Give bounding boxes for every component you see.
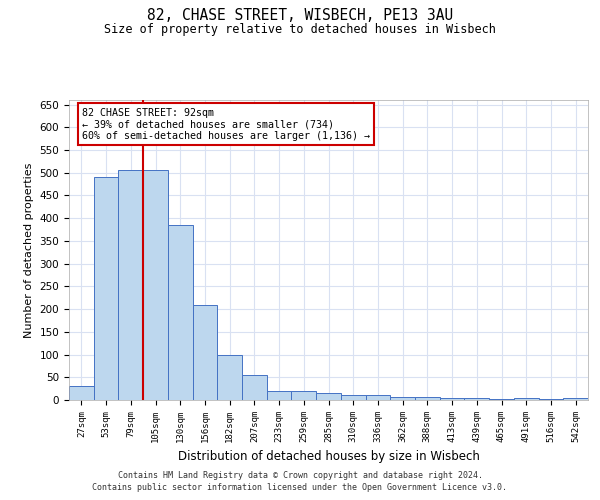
Text: 82, CHASE STREET, WISBECH, PE13 3AU: 82, CHASE STREET, WISBECH, PE13 3AU <box>147 8 453 22</box>
Text: Contains public sector information licensed under the Open Government Licence v3: Contains public sector information licen… <box>92 484 508 492</box>
Bar <box>464 398 489 400</box>
Bar <box>390 397 415 400</box>
Bar <box>539 399 563 400</box>
Bar <box>143 170 168 400</box>
Bar <box>292 391 316 400</box>
Bar <box>94 178 118 400</box>
Bar <box>316 393 341 400</box>
Bar <box>563 398 588 400</box>
Bar <box>365 396 390 400</box>
Bar <box>415 397 440 400</box>
Bar <box>514 398 539 400</box>
Text: 82 CHASE STREET: 92sqm
← 39% of detached houses are smaller (734)
60% of semi-de: 82 CHASE STREET: 92sqm ← 39% of detached… <box>82 108 370 140</box>
Bar <box>242 375 267 400</box>
Text: Size of property relative to detached houses in Wisbech: Size of property relative to detached ho… <box>104 22 496 36</box>
Bar <box>217 354 242 400</box>
Bar <box>489 399 514 400</box>
Bar <box>341 396 365 400</box>
Bar <box>118 170 143 400</box>
Bar <box>267 391 292 400</box>
Bar <box>440 398 464 400</box>
Y-axis label: Number of detached properties: Number of detached properties <box>24 162 34 338</box>
Bar <box>193 304 217 400</box>
Bar <box>69 386 94 400</box>
Bar <box>168 225 193 400</box>
Text: Contains HM Land Registry data © Crown copyright and database right 2024.: Contains HM Land Registry data © Crown c… <box>118 471 482 480</box>
X-axis label: Distribution of detached houses by size in Wisbech: Distribution of detached houses by size … <box>178 450 479 464</box>
